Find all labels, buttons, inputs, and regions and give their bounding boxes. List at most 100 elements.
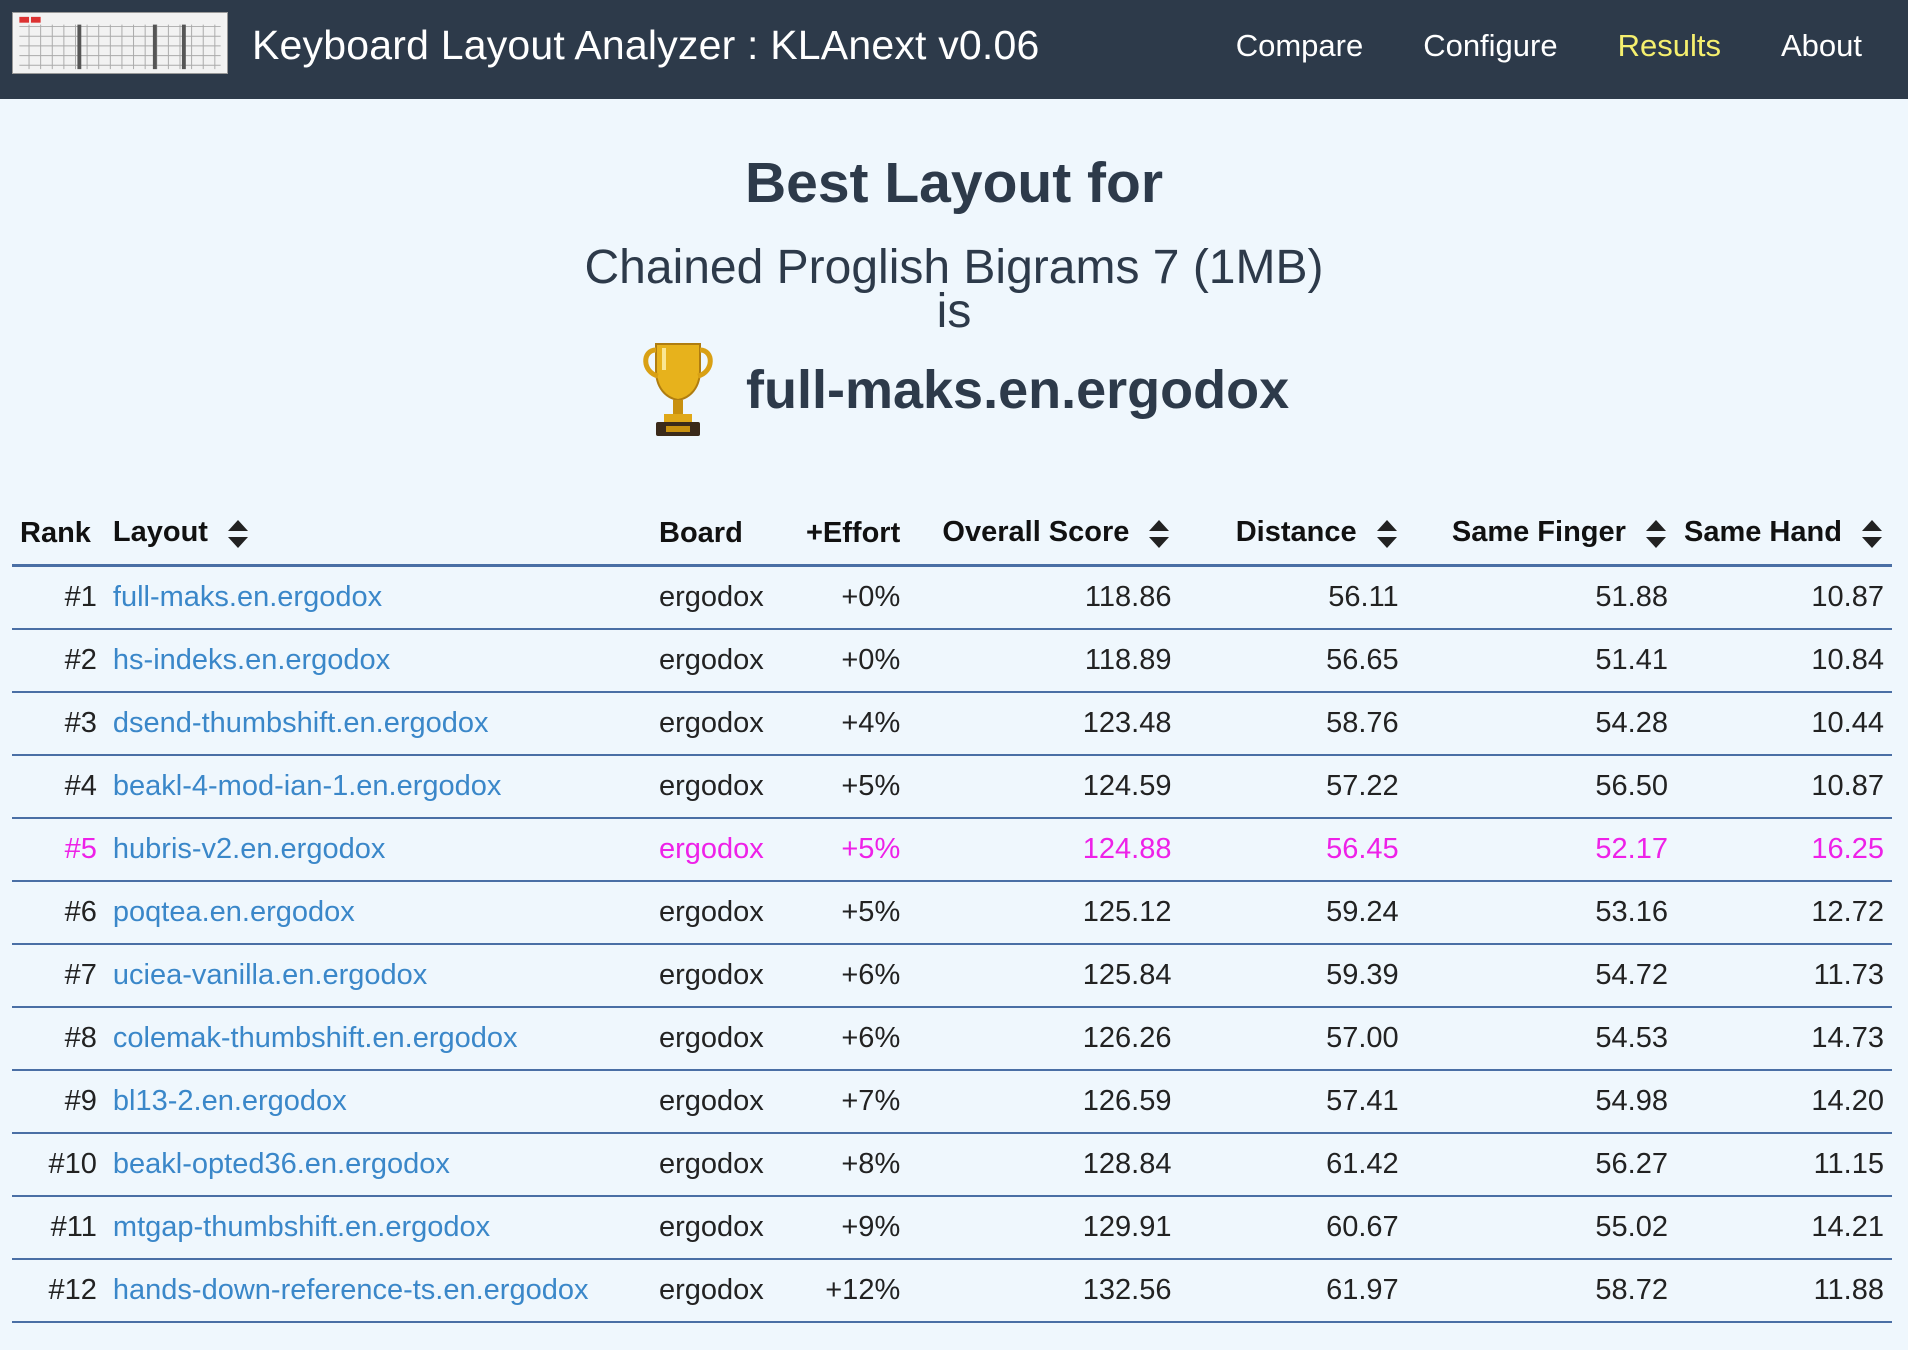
col-distance[interactable]: Distance — [1179, 502, 1407, 567]
cell-effort: +0% — [784, 629, 909, 693]
table-row: #1 full-maks.en.ergodox ergodox +0% 118.… — [12, 565, 1892, 630]
cell-same-hand: 10.87 — [1675, 565, 1892, 630]
table-row: #7 uciea-vanilla.en.ergodox ergodox +6% … — [12, 944, 1892, 1008]
nav-results[interactable]: Results — [1617, 28, 1721, 63]
cell-same-finger: 56.50 — [1406, 755, 1676, 819]
table-row: #3 dsend-thumbshift.en.ergodox ergodox +… — [12, 692, 1892, 756]
layout-link[interactable]: uciea-vanilla.en.ergodox — [112, 959, 428, 991]
cell-rank: #10 — [12, 1133, 105, 1197]
col-distance-label: Distance — [1235, 516, 1357, 549]
cell-same-hand: 11.15 — [1675, 1133, 1892, 1197]
table-row: #2 hs-indeks.en.ergodox ergodox +0% 118.… — [12, 629, 1892, 693]
col-same-hand[interactable]: Same Hand — [1675, 502, 1892, 567]
cell-overall: 118.86 — [908, 565, 1180, 630]
cell-distance: 57.41 — [1179, 1070, 1407, 1134]
cell-board: ergodox — [651, 1196, 785, 1260]
layout-link[interactable]: hands-down-reference-ts.en.ergodox — [112, 1274, 589, 1306]
nav-about[interactable]: About — [1780, 28, 1862, 63]
col-same-finger[interactable]: Same Finger — [1406, 502, 1676, 567]
cell-same-finger: 54.53 — [1406, 1007, 1676, 1071]
cell-same-hand: 12.72 — [1675, 881, 1892, 945]
table-row: #9 bl13-2.en.ergodox ergodox +7% 126.59 … — [12, 1070, 1892, 1134]
cell-same-hand: 10.44 — [1675, 692, 1892, 756]
cell-effort: +5% — [784, 881, 909, 945]
sort-icon[interactable] — [1644, 518, 1668, 550]
cell-effort: +4% — [784, 692, 909, 756]
cell-overall: 124.88 — [908, 818, 1180, 882]
layout-link[interactable]: hs-indeks.en.ergodox — [112, 644, 391, 676]
cell-board: ergodox — [651, 755, 785, 819]
sort-icon[interactable] — [1860, 518, 1884, 550]
col-overall-label: Overall Score — [942, 516, 1130, 549]
layout-link[interactable]: colemak-thumbshift.en.ergodox — [112, 1022, 518, 1054]
navbar: Keyboard Layout Analyzer : KLAnext v0.06… — [0, 0, 1908, 99]
layout-link[interactable]: beakl-opted36.en.ergodox — [112, 1148, 450, 1180]
cell-effort: +5% — [784, 755, 909, 819]
cell-same-finger: 54.72 — [1406, 944, 1676, 1008]
table-row: #12 hands-down-reference-ts.en.ergodox e… — [12, 1259, 1892, 1323]
cell-rank: #7 — [12, 944, 105, 1008]
cell-same-finger: 53.16 — [1406, 881, 1676, 945]
col-same-hand-label: Same Hand — [1683, 516, 1842, 549]
cell-same-hand: 16.25 — [1675, 818, 1892, 882]
cell-board: ergodox — [651, 629, 785, 693]
cell-effort: +5% — [784, 818, 909, 882]
layout-link[interactable]: full-maks.en.ergodox — [112, 581, 383, 613]
nav-links: Compare Configure Results About — [1236, 28, 1862, 64]
layout-link[interactable]: mtgap-thumbshift.en.ergodox — [112, 1211, 491, 1243]
col-overall-score[interactable]: Overall Score — [908, 502, 1180, 567]
cell-overall: 129.91 — [908, 1196, 1180, 1260]
cell-rank: #3 — [12, 692, 105, 756]
layout-link[interactable]: bl13-2.en.ergodox — [112, 1085, 347, 1117]
hero-is-text: is — [936, 285, 972, 338]
cell-distance: 61.42 — [1179, 1133, 1407, 1197]
cell-board: ergodox — [651, 881, 785, 945]
cell-rank: #8 — [12, 1007, 105, 1071]
winner-layout-name: full-maks.en.ergodox — [746, 360, 1290, 420]
cell-effort: +9% — [784, 1196, 909, 1260]
table-row: #11 mtgap-thumbshift.en.ergodox ergodox … — [12, 1196, 1892, 1260]
layout-link[interactable]: poqtea.en.ergodox — [112, 896, 355, 928]
cell-same-hand: 14.20 — [1675, 1070, 1892, 1134]
cell-distance: 57.22 — [1179, 755, 1407, 819]
layout-link[interactable]: beakl-4-mod-ian-1.en.ergodox — [112, 770, 502, 802]
nav-compare[interactable]: Compare — [1235, 28, 1364, 63]
col-effort: +Effort — [784, 502, 909, 567]
sort-icon[interactable] — [1147, 518, 1171, 550]
cell-distance: 56.45 — [1179, 818, 1407, 882]
cell-same-finger: 55.02 — [1406, 1196, 1676, 1260]
nav-configure[interactable]: Configure — [1423, 28, 1558, 63]
table-row: #10 beakl-opted36.en.ergodox ergodox +8%… — [12, 1133, 1892, 1197]
table-row: #8 colemak-thumbshift.en.ergodox ergodox… — [12, 1007, 1892, 1071]
table-row: #6 poqtea.en.ergodox ergodox +5% 125.12 … — [12, 881, 1892, 945]
cell-distance: 56.65 — [1179, 629, 1407, 693]
cell-same-finger: 51.41 — [1406, 629, 1676, 693]
cell-overall: 125.84 — [908, 944, 1180, 1008]
layout-link[interactable]: dsend-thumbshift.en.ergodox — [112, 707, 489, 739]
cell-rank: #11 — [12, 1196, 105, 1260]
cell-distance: 59.24 — [1179, 881, 1407, 945]
cell-same-hand: 10.87 — [1675, 755, 1892, 819]
layout-link[interactable]: hubris-v2.en.ergodox — [112, 833, 386, 865]
col-rank: Rank — [12, 502, 105, 567]
cell-rank: #12 — [12, 1259, 105, 1323]
cell-rank: #6 — [12, 881, 105, 945]
sort-icon[interactable] — [226, 518, 250, 550]
cell-same-hand: 14.21 — [1675, 1196, 1892, 1260]
cell-same-finger: 54.28 — [1406, 692, 1676, 756]
results-table: Rank Layout Board +Effort Overall Score … — [12, 502, 1892, 1323]
cell-board: ergodox — [651, 692, 785, 756]
keyboard-logo-icon[interactable] — [12, 12, 228, 74]
cell-same-hand: 14.73 — [1675, 1007, 1892, 1071]
col-layout-label: Layout — [112, 516, 208, 549]
cell-board: ergodox — [651, 1259, 785, 1323]
cell-rank: #9 — [12, 1070, 105, 1134]
cell-overall: 126.26 — [908, 1007, 1180, 1071]
cell-effort: +12% — [784, 1259, 909, 1323]
cell-overall: 123.48 — [908, 692, 1180, 756]
cell-overall: 128.84 — [908, 1133, 1180, 1197]
cell-distance: 59.39 — [1179, 944, 1407, 1008]
col-layout[interactable]: Layout — [104, 502, 651, 567]
app-title: Keyboard Layout Analyzer : KLAnext v0.06 — [252, 22, 1040, 68]
sort-icon[interactable] — [1375, 518, 1399, 550]
